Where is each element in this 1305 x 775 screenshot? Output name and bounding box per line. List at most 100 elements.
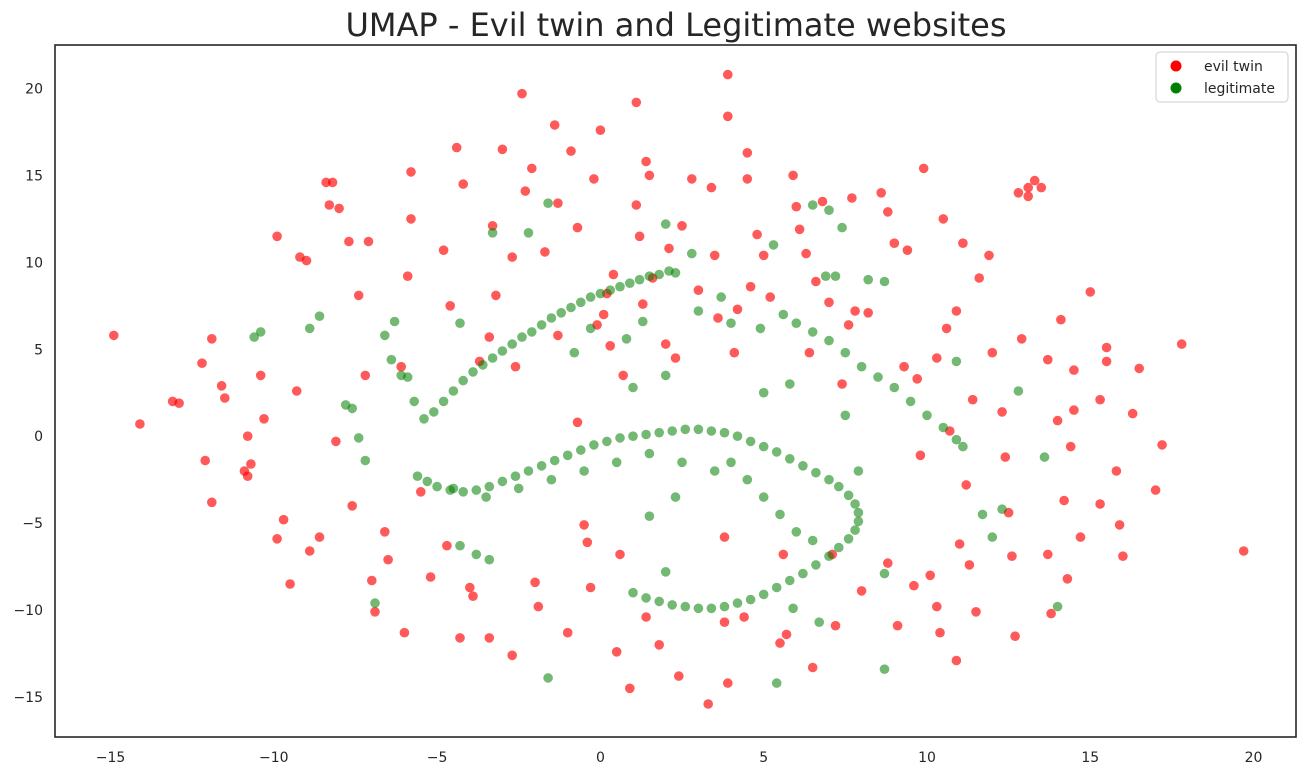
- point-evil-twin: [794, 224, 805, 235]
- point-evil-twin: [255, 370, 266, 381]
- point-legitimate: [546, 474, 557, 485]
- y-tick-label: −10: [13, 603, 43, 619]
- point-legitimate: [843, 490, 854, 501]
- point-legitimate: [556, 308, 566, 318]
- point-legitimate: [471, 485, 482, 495]
- point-evil-twin: [677, 221, 687, 231]
- legend: evil twin legitimate: [1155, 51, 1289, 103]
- point-evil-twin: [843, 320, 854, 330]
- point-evil-twin: [1111, 466, 1122, 476]
- point-evil-twin: [742, 174, 753, 184]
- point-evil-twin: [455, 633, 465, 643]
- point-legitimate: [807, 327, 818, 337]
- point-legitimate: [448, 483, 459, 494]
- point-legitimate: [605, 285, 615, 296]
- x-tick-label: 20: [1245, 750, 1263, 766]
- point-evil-twin: [344, 236, 354, 247]
- point-evil-twin: [892, 620, 903, 631]
- point-legitimate: [576, 297, 586, 308]
- point-evil-twin: [664, 243, 674, 254]
- point-legitimate: [478, 360, 488, 370]
- point-legitimate: [654, 269, 664, 280]
- point-evil-twin: [739, 612, 749, 622]
- point-legitimate: [412, 471, 423, 482]
- x-tick-label: 5: [759, 750, 768, 766]
- point-evil-twin: [1118, 551, 1128, 561]
- point-legitimate: [314, 311, 325, 322]
- point-evil-twin: [589, 174, 599, 184]
- point-evil-twin: [1013, 188, 1024, 198]
- point-legitimate: [807, 535, 818, 546]
- point-legitimate: [402, 372, 413, 382]
- point-evil-twin: [507, 252, 517, 262]
- point-legitimate: [585, 292, 596, 302]
- point-evil-twin: [491, 290, 501, 301]
- point-evil-twin: [752, 229, 762, 240]
- point-evil-twin: [811, 276, 821, 287]
- point-legitimate: [856, 361, 867, 372]
- point-legitimate: [837, 222, 847, 233]
- point-legitimate: [660, 219, 671, 229]
- point-evil-twin: [566, 146, 576, 156]
- point-evil-twin: [1043, 354, 1053, 365]
- point-evil-twin: [964, 560, 975, 570]
- point-evil-twin: [608, 269, 619, 280]
- point-evil-twin: [272, 534, 282, 544]
- point-legitimate: [775, 509, 785, 520]
- point-evil-twin: [468, 591, 478, 601]
- point-evil-twin: [611, 647, 622, 657]
- y-tick-label: 5: [34, 342, 43, 358]
- point-evil-twin: [775, 638, 785, 648]
- point-evil-twin: [791, 201, 802, 212]
- point-legitimate: [843, 534, 854, 544]
- point-evil-twin: [510, 361, 521, 372]
- point-legitimate: [389, 316, 400, 327]
- point-evil-twin: [984, 250, 994, 261]
- point-evil-twin: [259, 414, 269, 424]
- point-legitimate: [304, 323, 315, 334]
- point-evil-twin: [572, 417, 583, 428]
- point-legitimate: [660, 567, 671, 577]
- point-evil-twin: [605, 341, 615, 351]
- point-evil-twin: [850, 306, 860, 316]
- point-legitimate: [680, 601, 691, 612]
- point-evil-twin: [974, 273, 984, 283]
- point-legitimate: [1052, 601, 1063, 612]
- point-evil-twin: [507, 650, 517, 661]
- point-evil-twin: [1007, 551, 1017, 561]
- point-evil-twin: [109, 330, 119, 341]
- point-legitimate: [579, 466, 589, 476]
- point-evil-twin: [207, 497, 217, 508]
- point-evil-twin: [1023, 182, 1033, 193]
- point-legitimate: [625, 278, 635, 289]
- point-evil-twin: [997, 407, 1007, 417]
- x-tick-label: −5: [427, 750, 448, 766]
- point-legitimate: [824, 551, 834, 561]
- point-legitimate: [726, 318, 736, 329]
- point-evil-twin: [1059, 495, 1069, 506]
- point-legitimate: [811, 467, 821, 478]
- point-legitimate: [987, 532, 998, 542]
- point-evil-twin: [484, 633, 495, 643]
- point-evil-twin: [765, 292, 775, 302]
- point-evil-twin: [781, 629, 792, 640]
- point-evil-twin: [912, 374, 922, 384]
- point-evil-twin: [625, 683, 635, 694]
- point-legitimate: [353, 433, 364, 443]
- point-evil-twin: [585, 582, 596, 593]
- x-tick-label: −10: [259, 750, 289, 766]
- point-evil-twin: [1101, 342, 1112, 353]
- point-legitimate: [824, 335, 834, 346]
- point-legitimate: [1039, 452, 1050, 462]
- point-legitimate: [850, 525, 860, 535]
- point-evil-twin: [1029, 175, 1040, 186]
- point-evil-twin: [987, 347, 998, 358]
- point-legitimate: [785, 575, 795, 586]
- point-evil-twin: [595, 125, 606, 135]
- x-tick-label: 0: [596, 750, 605, 766]
- point-evil-twin: [938, 214, 949, 224]
- point-evil-twin: [1036, 182, 1047, 193]
- point-legitimate: [527, 327, 537, 337]
- point-evil-twin: [1010, 631, 1020, 641]
- plot-frame: [54, 44, 1297, 738]
